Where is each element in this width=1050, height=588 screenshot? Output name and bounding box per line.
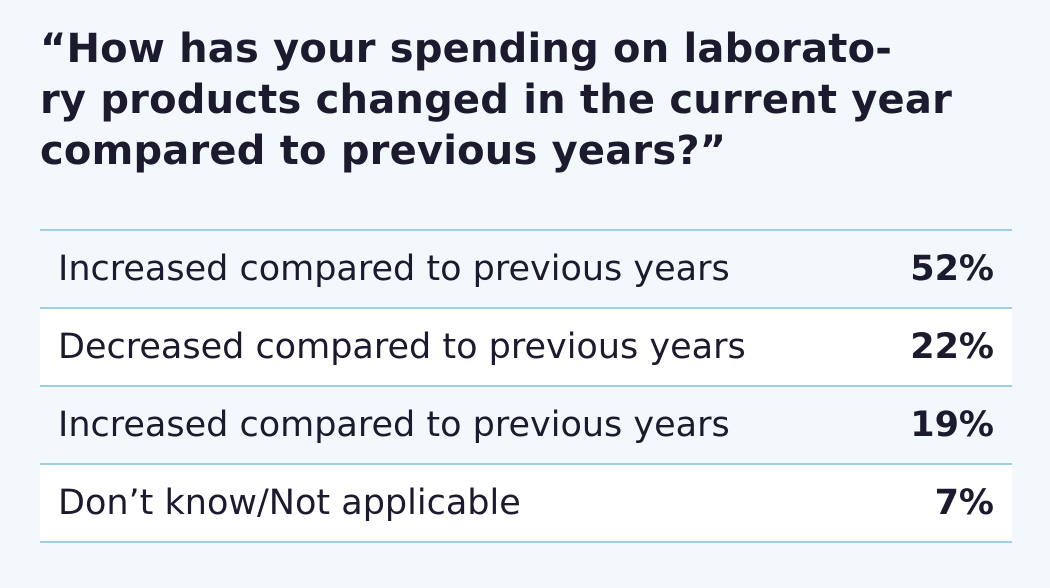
title-line-3: compared to previous years?” — [40, 128, 727, 174]
row-label: Don’t know/Not applicable — [58, 483, 521, 523]
row-label: Increased compared to previous years — [58, 249, 730, 289]
table-row: Increased compared to previous years 52% — [40, 231, 1012, 309]
table-row: Increased compared to previous years 19% — [40, 387, 1012, 465]
row-label: Increased compared to previous years — [58, 405, 730, 445]
title-line-1: “How has your spending on laborato- — [40, 26, 893, 72]
row-label: Decreased compared to previous years — [58, 327, 746, 367]
chart-title: “How has your spending on laborato- ry p… — [40, 24, 1012, 177]
title-line-2: ry products changed in the current year — [40, 77, 952, 123]
table-row: Don’t know/Not applicable 7% — [40, 465, 1012, 543]
row-value: 19% — [910, 405, 994, 445]
survey-card: “How has your spending on laborato- ry p… — [40, 24, 1012, 543]
results-table: Increased compared to previous years 52%… — [40, 229, 1012, 543]
table-row: Decreased compared to previous years 22% — [40, 309, 1012, 387]
row-value: 7% — [934, 483, 994, 523]
row-value: 22% — [910, 327, 994, 367]
row-value: 52% — [910, 249, 994, 289]
